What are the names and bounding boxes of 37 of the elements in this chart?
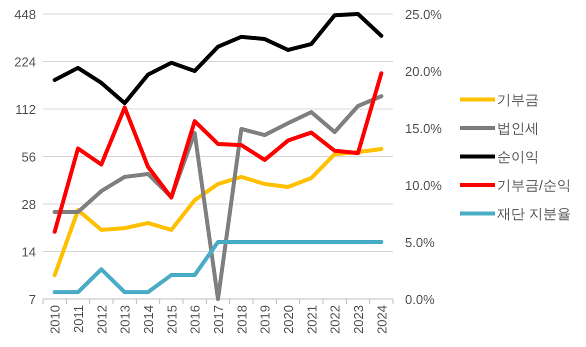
- legend-label: 기부금/순익: [497, 177, 571, 193]
- y-tick-label: 28: [22, 197, 36, 212]
- x-tick-label: 2016: [188, 305, 203, 334]
- y-tick-label: 112: [15, 102, 36, 117]
- x-tick-label: 2023: [351, 305, 366, 334]
- legend-label: 순이익: [497, 148, 539, 164]
- line-series: [52, 71, 384, 234]
- y2-tick-label: 10.0%: [405, 178, 442, 193]
- legend-label: 법인세: [497, 120, 539, 136]
- line-series: [52, 240, 384, 294]
- x-tick-label: 2021: [304, 305, 320, 334]
- x-tick-label: 2011: [71, 305, 86, 333]
- y-tick-label: 14: [22, 244, 36, 260]
- x-tick-label: 2017: [211, 305, 226, 334]
- y-tick-label: 224: [14, 54, 36, 70]
- y-tick-label: 56: [22, 150, 36, 164]
- x-tick-label: 2022: [328, 305, 343, 334]
- x-tick-label: 2024: [374, 305, 390, 334]
- line-series: [52, 146, 384, 278]
- legend-label: 재단 지분율: [497, 206, 571, 222]
- y2-tick-label: 5.0%: [405, 235, 436, 250]
- x-tick-label: 2014: [141, 305, 156, 334]
- line-series: [52, 12, 384, 106]
- x-tick-label: 2013: [118, 305, 133, 334]
- x-tick-label: 2019: [258, 305, 273, 334]
- x-tick-label: 2018: [234, 305, 250, 334]
- legend-label: 기부금: [497, 92, 539, 108]
- y2-tick-label: 0.0%: [405, 292, 436, 307]
- y-tick-label: 448: [14, 7, 36, 22]
- y2-tick-label: 20.0%: [405, 64, 442, 79]
- y2-tick-label: 15.0%: [405, 121, 442, 136]
- x-tick-label: 2012: [94, 305, 110, 334]
- y2-tick-label: 25.0%: [405, 7, 442, 22]
- y-tick-label: 7: [28, 292, 36, 307]
- x-tick-label: 2020: [281, 305, 296, 334]
- x-tick-label: 2015: [164, 305, 180, 334]
- x-tick-label: 2010: [48, 305, 63, 334]
